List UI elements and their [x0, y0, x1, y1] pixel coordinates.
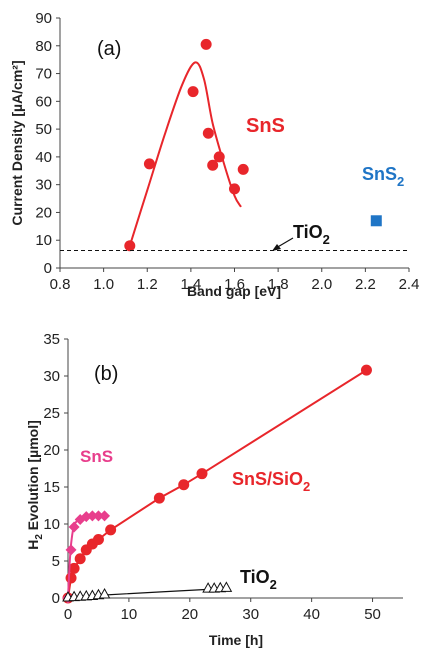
y-tick-label-a-80: 80	[35, 38, 52, 55]
point-sns-2	[68, 521, 80, 533]
y-tick-label-b-20: 20	[43, 442, 60, 459]
point-sns-sio2-3	[74, 553, 86, 565]
series-line-sns-sio2	[67, 369, 368, 599]
y-axis-label-b: H2 Evolution [µmol]	[25, 420, 45, 550]
annotation-sns2-a: SnS2	[362, 164, 404, 189]
x-tick-label-a-1-6: 1.6	[224, 276, 245, 293]
point-sns-6	[213, 151, 225, 163]
fit-curve-sns	[128, 61, 242, 247]
y-tick-label-a-20: 20	[35, 204, 52, 221]
y-tick-label-a-50: 50	[35, 121, 52, 138]
x-tick-label-a-2-4: 2.4	[399, 276, 420, 293]
point-tio2-6	[98, 588, 111, 599]
y-tick-label-a-0: 0	[44, 260, 52, 277]
ticks-b: 0 10 20 30 40 50 0 5 10 15 20 25 30 35	[43, 331, 381, 623]
y-tick-label-a-60: 60	[35, 93, 52, 110]
ticks-a: 0.8 1.0 1.2 1.4 1.6 1.8 2.0 2.2 2.4 0 10 20 30 40 50 60…	[35, 10, 419, 293]
y-tick-label-b-35: 35	[43, 331, 60, 348]
y-tick-label-b-0: 0	[52, 590, 60, 607]
point-sns-sio2-1	[65, 572, 77, 584]
point-sns-7	[229, 183, 240, 195]
x-tick-label-b-50: 50	[364, 606, 381, 623]
marks-a	[60, 38, 409, 252]
x-tick-label-a-0-8: 0.8	[50, 276, 71, 293]
y-tick-label-a-10: 10	[35, 232, 52, 249]
x-tick-label-b-40: 40	[303, 606, 320, 623]
x-tick-label-b-0: 0	[64, 606, 72, 623]
point-sns-4	[80, 511, 92, 523]
x-axis-label-b: Time [h]	[209, 632, 263, 648]
y-tick-label-b-25: 25	[43, 405, 60, 422]
point-tio2-10	[220, 581, 233, 592]
x-tick-label-a-2-2: 2.2	[355, 276, 376, 293]
point-sns-1	[65, 544, 77, 556]
point-sns2-0	[370, 215, 382, 227]
marks-b	[62, 364, 372, 604]
annotation-sns-sio2-b: SnS/SiO2	[232, 469, 310, 494]
point-sns-3	[200, 38, 212, 50]
point-sns-4	[202, 127, 214, 139]
annotation-sns-b: SnS	[80, 447, 113, 466]
point-sns-6	[92, 510, 104, 522]
x-tick-label-a-1-4: 1.4	[180, 276, 201, 293]
panel-label-a: (a)	[97, 38, 121, 60]
tio2-arrow-head	[272, 244, 281, 251]
x-tick-label-a-1-2: 1.2	[137, 276, 158, 293]
point-sns-1	[143, 158, 155, 170]
x-tick-label-a-1-0: 1.0	[93, 276, 114, 293]
x-tick-label-b-20: 20	[181, 606, 198, 623]
point-sns-5	[207, 159, 219, 171]
y-tick-label-b-10: 10	[43, 516, 60, 533]
annotation-tio2-a: TiO2	[293, 222, 330, 247]
point-sns-sio2-9	[178, 479, 190, 491]
annotation-tio2-b: TiO2	[240, 567, 277, 592]
x-tick-label-b-10: 10	[121, 606, 138, 623]
y-tick-label-b-15: 15	[43, 479, 60, 496]
point-sns-sio2-2	[68, 562, 80, 574]
x-tick-label-a-1-8: 1.8	[268, 276, 289, 293]
x-tick-label-b-30: 30	[242, 606, 259, 623]
chart-panel-a: 0.8 1.0 1.2 1.4 1.6 1.8 2.0 2.2 2.4 0 10 20 30 40 50 60…	[9, 10, 419, 299]
panel-label-b: (b)	[94, 363, 118, 385]
y-tick-label-a-40: 40	[35, 149, 52, 166]
annotation-sns-a: SnS	[246, 115, 285, 137]
chart-panel-b: 0 10 20 30 40 50 0 5 10 15 20 25 30 35 (b) Time [h] H…	[25, 331, 403, 648]
point-sns-sio2-6	[92, 534, 104, 546]
y-tick-label-b-5: 5	[52, 553, 60, 570]
point-sns-sio2-7	[105, 524, 117, 536]
x-axis-label-a: Band gap [eV]	[187, 283, 281, 299]
point-sns-sio2-8	[153, 492, 165, 504]
y-tick-label-b-30: 30	[43, 368, 60, 385]
y-tick-label-a-90: 90	[35, 10, 52, 27]
point-sns-sio2-10	[196, 468, 208, 480]
y-tick-label-a-30: 30	[35, 177, 52, 194]
point-sns-7	[99, 510, 111, 522]
point-sns-sio2-11	[360, 364, 372, 376]
point-sns-2	[187, 86, 199, 98]
point-sns-5	[86, 510, 98, 522]
point-sns-0	[124, 240, 136, 252]
point-sns-8	[237, 163, 249, 175]
y-axis-label-a: Current Density [µA/cm²]	[9, 60, 25, 225]
x-tick-label-a-2-0: 2.0	[311, 276, 332, 293]
y-tick-label-a-70: 70	[35, 66, 52, 83]
